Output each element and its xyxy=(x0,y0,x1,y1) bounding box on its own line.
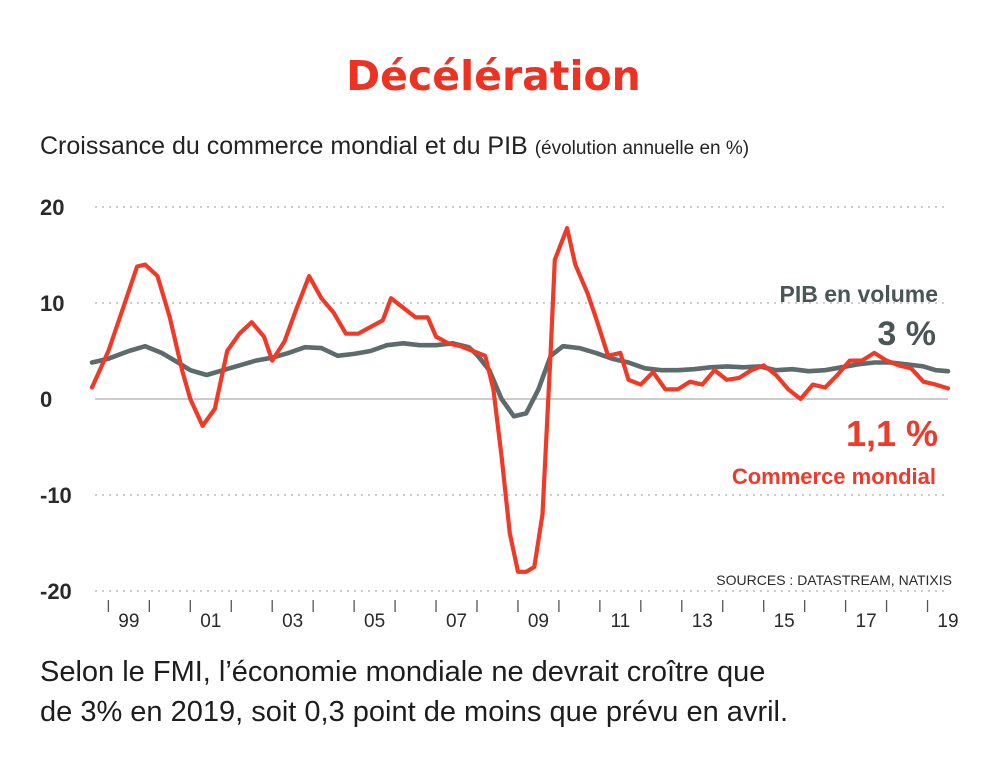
x-tick-label: 03 xyxy=(282,611,303,632)
grid-lines xyxy=(95,206,948,592)
caption: Selon le FMI, l’économie mondiale ne dev… xyxy=(40,652,960,732)
x-tick-label: 07 xyxy=(446,611,467,632)
caption-line-1: Selon le FMI, l’économie mondiale ne dev… xyxy=(40,656,766,688)
x-tick-label: 13 xyxy=(692,611,713,632)
x-tick-label: 11 xyxy=(610,611,630,632)
series-label-pib: PIB en volume xyxy=(780,281,938,307)
x-tick-label: 09 xyxy=(528,611,549,632)
x-tick-label: 15 xyxy=(774,611,795,632)
series-line-commerce xyxy=(89,226,951,574)
series-line-pib xyxy=(89,341,951,419)
subtitle-text: Croissance du commerce mondial et du PIB xyxy=(40,132,528,160)
y-tick-label: -10 xyxy=(40,483,72,508)
y-tick-label: 20 xyxy=(40,195,64,220)
chart-subtitle: Croissance du commerce mondial et du PIB… xyxy=(40,132,749,161)
y-tick-label: 0 xyxy=(40,387,52,412)
series-end-value-pib: 3 % xyxy=(877,315,936,353)
subtitle-unit: (évolution annuelle en %) xyxy=(534,138,750,159)
x-tick-label: 19 xyxy=(937,611,958,632)
x-tick-label: 99 xyxy=(118,611,139,632)
page-title: Décélération xyxy=(346,52,641,100)
source-note: SOURCES : DATASTREAM, NATIXIS xyxy=(716,572,952,588)
y-tick-label: -20 xyxy=(40,579,72,604)
x-axis: 99 01 03 05 07 09 11 13 15 17 19 xyxy=(107,600,959,632)
y-axis-ticks: 20 10 0 -10 -20 xyxy=(40,195,72,604)
series-label-commerce: Commerce mondial xyxy=(732,464,936,489)
line-chart: 20 10 0 -10 -20 99 01 03 05 07 09 11 13 15 17 19 SOURC… xyxy=(40,195,959,632)
y-tick-label: 10 xyxy=(40,291,64,316)
series-end-value-commerce: 1,1 % xyxy=(846,413,938,454)
series-lines xyxy=(89,226,951,574)
x-tick-label: 05 xyxy=(364,611,385,632)
x-tick-label: 01 xyxy=(200,611,221,632)
caption-line-2: de 3% en 2019, soit 0,3 point de moins q… xyxy=(40,696,789,728)
x-tick-label: 17 xyxy=(856,611,877,632)
